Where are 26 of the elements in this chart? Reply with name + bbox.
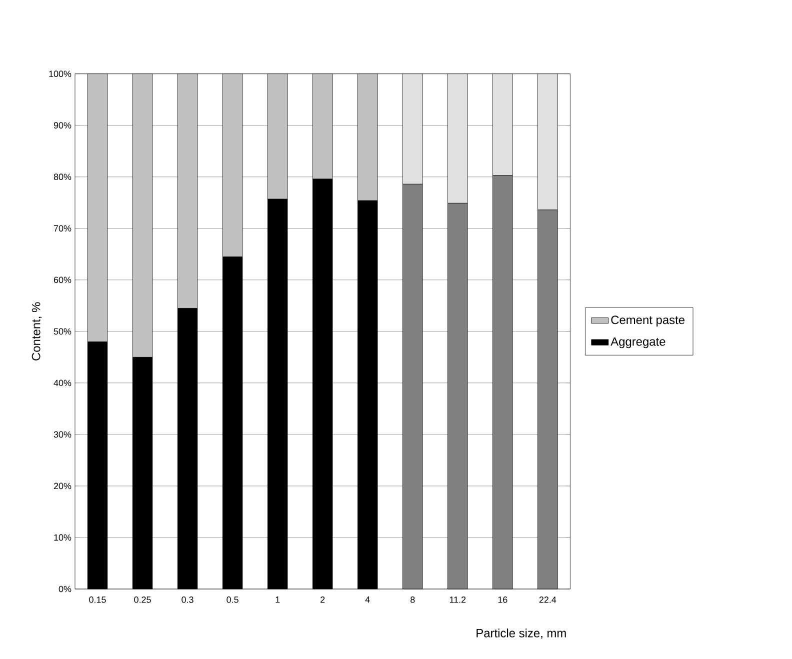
y-tick-label: 80% [54,174,72,180]
x-tick-label: 16 [498,596,508,603]
x-tick-label: 11.2 [450,596,466,603]
y-tick-label: 40% [54,380,72,386]
x-tick-label: 0.5 [226,596,238,603]
y-tick-label: 20% [54,482,72,490]
x-tick-label: 0.3 [182,596,194,603]
x-tick-label: 2 [320,596,325,603]
x-axis-title: Particle size, mm [476,628,566,639]
y-tick-label: 30% [54,431,72,438]
x-tick-label: 8 [410,596,415,603]
legend-label: Cement paste [611,316,684,326]
y-tick-label: 0% [58,586,72,592]
x-tick-label: 0.25 [134,596,151,603]
y-tick-label: 50% [54,328,72,335]
x-tick-label: 22.4 [539,596,556,603]
y-tick-label: 100% [49,70,72,78]
y-tick-label: 90% [54,122,72,129]
x-tick-label: 4 [365,596,370,603]
y-axis-title: Content, % [32,302,42,360]
y-tick-label: 60% [54,276,72,284]
x-tick-label: 1 [276,596,280,603]
y-tick-label: 70% [54,225,72,232]
y-tick-label: 10% [54,534,72,541]
legend-label: Aggregate [610,337,666,348]
x-tick-label: 0.15 [89,596,106,603]
